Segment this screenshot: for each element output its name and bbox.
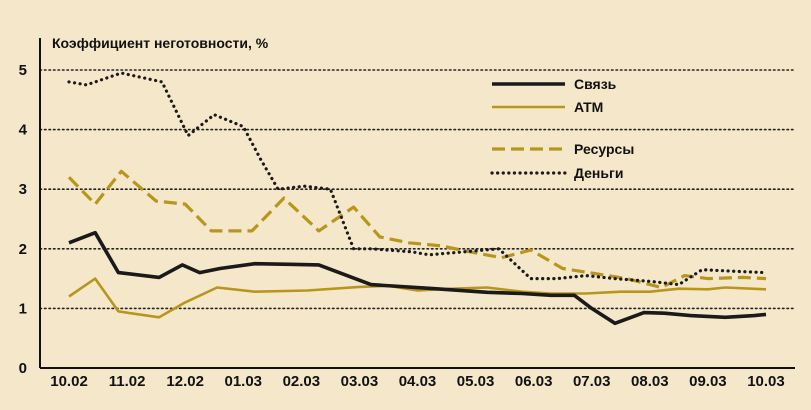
x-tick-label: 07.03 <box>573 373 611 390</box>
x-tick-label: 04.03 <box>399 373 437 390</box>
legend: Связь ATM Ресурсы Деньги <box>490 76 634 181</box>
x-tick-label: 11.02 <box>109 373 146 390</box>
x-tick-label: 10.02 <box>50 373 88 390</box>
legend-label: Ресурсы <box>574 141 634 157</box>
legend-label: Деньги <box>574 165 623 181</box>
x-tick-label: 06.03 <box>515 373 553 390</box>
series-line-Ресурсы <box>67 169 767 290</box>
legend-label: ATM <box>574 99 603 115</box>
x-tick-label: 09.03 <box>689 373 727 390</box>
series-line-Деньги <box>67 71 768 287</box>
grid-lines <box>39 69 796 310</box>
x-tick-label: 12.02 <box>166 373 204 390</box>
legend-label: Связь <box>574 76 617 92</box>
x-tick-label: 10.03 <box>747 373 785 390</box>
y-axis-title: Коэффициент неготовности, % <box>52 35 269 51</box>
series-line-Связь <box>68 230 767 326</box>
y-tick-label: 5 <box>19 62 27 79</box>
x-tick-labels: 10.02 11.02 12.02 01.03 02.03 03.03 04.03 05.03… <box>50 373 784 390</box>
y-tick-label: 2 <box>19 241 27 258</box>
x-tick-label: 01.03 <box>224 373 262 390</box>
series-lines <box>67 71 768 326</box>
x-tick-label: 05.03 <box>457 373 495 390</box>
x-tick-label: 02.03 <box>283 373 321 390</box>
x-tick-label: 03.03 <box>341 373 379 390</box>
y-tick-label: 0 <box>19 360 27 377</box>
y-tick-label: 4 <box>19 122 28 139</box>
y-tick-label: 1 <box>19 300 27 317</box>
y-tick-label: 3 <box>19 181 27 198</box>
x-tick-label: 08.03 <box>631 373 669 390</box>
y-tick-labels: 0 1 2 3 4 5 <box>19 62 28 377</box>
